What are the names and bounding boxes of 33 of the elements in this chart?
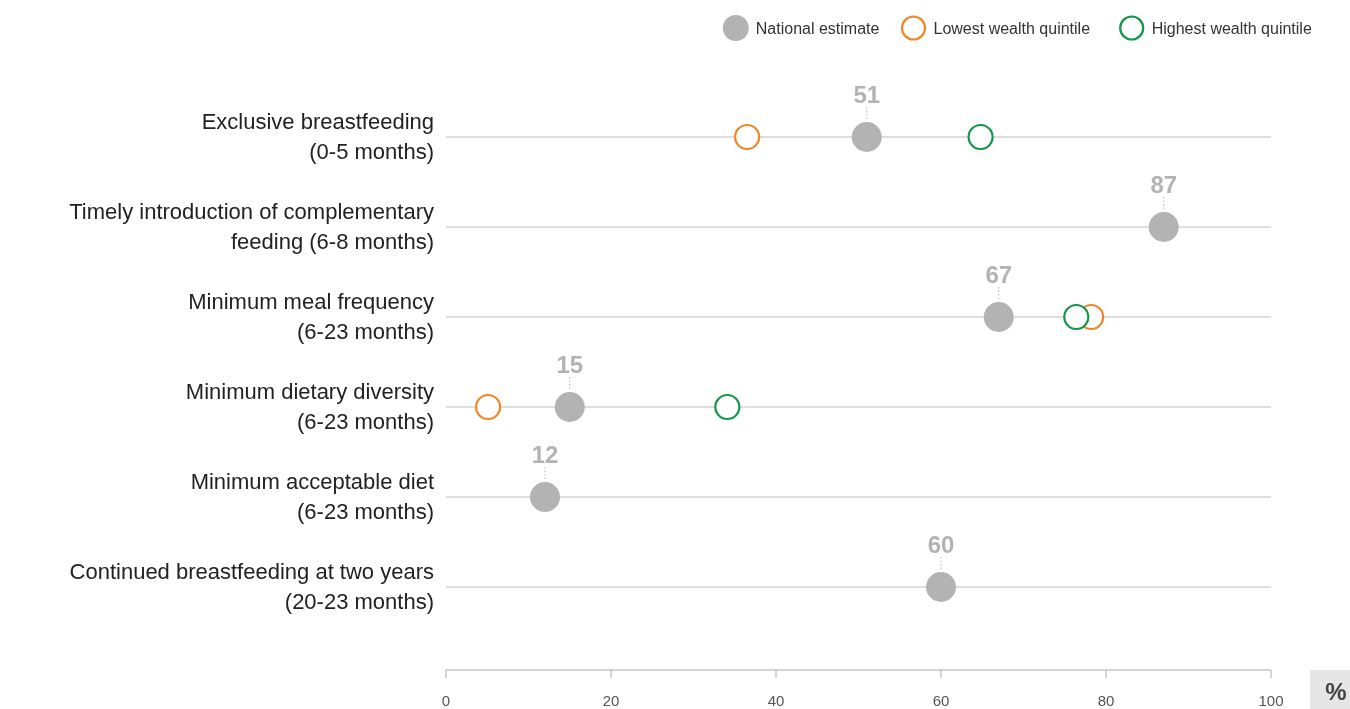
data-label: 87	[1150, 171, 1178, 198]
legend-label: Highest wealth quintile	[1151, 20, 1312, 37]
point	[734, 123, 761, 151]
y-tick-label: Exclusive breastfeeding (0-5 months)	[201, 109, 434, 164]
x-tick-label: 0	[441, 692, 451, 709]
point	[1148, 212, 1179, 242]
data-label: 51	[853, 81, 881, 108]
point	[554, 392, 585, 422]
x-tick-label: 40	[767, 692, 785, 709]
point	[851, 122, 882, 152]
data-label: 60	[927, 531, 955, 558]
y-tick-label: Minimum acceptable diet (6-23 months)	[190, 469, 434, 524]
x-tick-label: 100	[1258, 692, 1284, 709]
y-tick-label: Continued breastfeeding at two years (20-23 months)	[69, 559, 434, 614]
point	[967, 123, 994, 151]
legend-label: National estimate	[755, 20, 880, 37]
x-axis-title: %	[1325, 678, 1347, 705]
point	[983, 302, 1014, 332]
point	[474, 393, 502, 421]
x-tick-label: 20	[602, 692, 620, 709]
x-tick-label: 60	[932, 692, 950, 709]
y-tick-label: Timely introduction of complementary feeding (6-8 months)	[69, 199, 434, 254]
x-tick-label: 80	[1097, 692, 1115, 709]
y-tick-label: Minimum dietary diversity (6-23 months)	[185, 379, 434, 434]
data-label: 67	[985, 261, 1013, 288]
point	[1063, 303, 1090, 331]
data-label: 12	[531, 441, 559, 468]
point	[926, 572, 956, 602]
data-label: 15	[556, 351, 584, 378]
point	[530, 482, 560, 512]
point	[714, 393, 741, 421]
legend-label: Lowest wealth quintile	[933, 20, 1091, 37]
y-tick-label: Minimum meal frequency (6-23 months)	[188, 289, 434, 344]
